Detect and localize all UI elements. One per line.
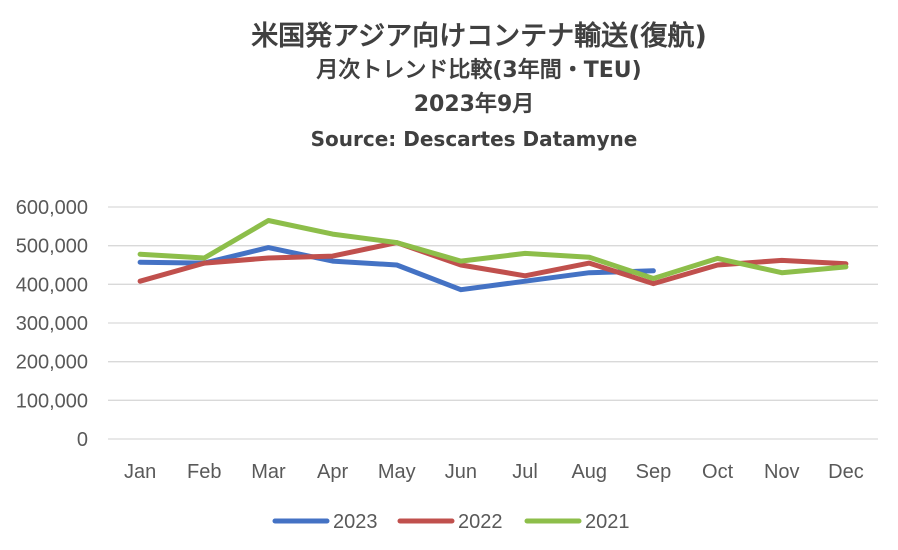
x-tick-label: Apr	[317, 461, 348, 483]
series-line-2021	[137, 218, 849, 281]
x-tick-label: Nov	[764, 461, 800, 483]
series-line-2022	[137, 240, 849, 287]
y-tick-label: 400,000	[16, 274, 88, 296]
x-tick-label: Aug	[571, 461, 607, 483]
legend-label-2023: 2023	[333, 511, 378, 533]
series-line-2023	[137, 245, 656, 293]
x-tick-label: Dec	[828, 461, 864, 483]
x-tick-label: Mar	[251, 461, 286, 483]
x-tick-label: Sep	[636, 461, 672, 483]
legend-label-2022: 2022	[458, 511, 503, 533]
chart-titles: 米国発アジア向けコンテナ輸送(復航) 月次トレンド比較(3年間・TEU) 202…	[0, 20, 898, 156]
x-tick-label: Jul	[512, 461, 538, 483]
y-tick-label: 100,000	[16, 390, 88, 412]
x-tick-label: Jan	[124, 461, 156, 483]
legend-label-2021: 2021	[585, 511, 630, 533]
x-tick-label: Jun	[445, 461, 477, 483]
chart-title: 米国発アジア向けコンテナ輸送(復航)	[251, 21, 707, 52]
chart-source: Source: Descartes Datamyne	[310, 127, 638, 151]
x-tick-label: May	[378, 461, 416, 483]
x-tick-label: Feb	[187, 461, 221, 483]
y-tick-label: 600,000	[16, 197, 88, 219]
y-tick-label: 0	[77, 429, 88, 451]
x-tick-label: Oct	[702, 461, 734, 483]
y-tick-label: 500,000	[16, 236, 88, 258]
y-tick-label: 300,000	[16, 313, 88, 335]
chart-subtitle: 月次トレンド比較(3年間・TEU)	[316, 58, 642, 83]
y-tick-label: 200,000	[16, 352, 88, 374]
chart-period: 2023年9月	[413, 92, 535, 117]
